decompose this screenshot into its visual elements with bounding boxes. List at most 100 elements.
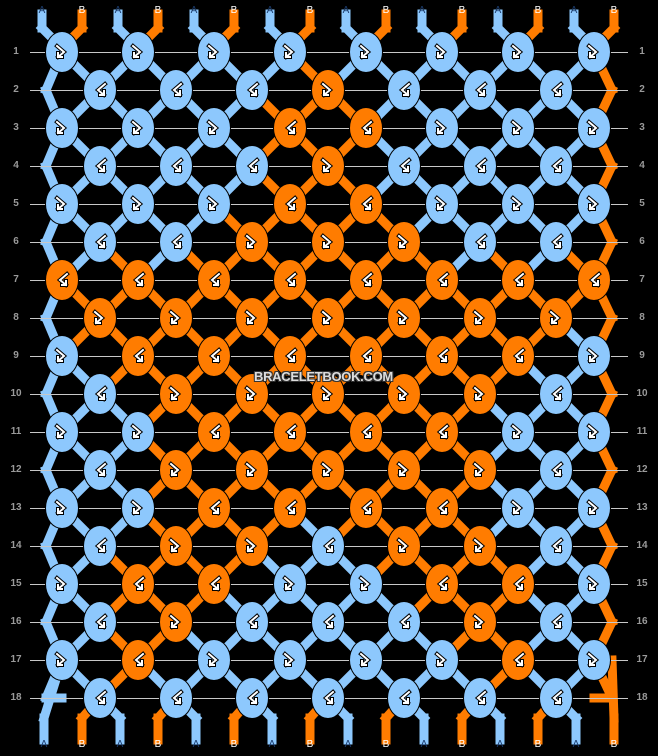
knot[interactable]	[273, 563, 307, 605]
knot[interactable]	[463, 145, 497, 187]
knot[interactable]	[45, 183, 79, 225]
knot[interactable]	[159, 373, 193, 415]
knot[interactable]	[235, 601, 269, 643]
knot[interactable]	[539, 677, 573, 719]
knot[interactable]	[501, 411, 535, 453]
knot[interactable]	[463, 601, 497, 643]
knot[interactable]	[83, 297, 117, 339]
knot[interactable]	[387, 221, 421, 263]
knot[interactable]	[273, 259, 307, 301]
knot[interactable]	[45, 259, 79, 301]
knot[interactable]	[501, 259, 535, 301]
knot[interactable]	[387, 373, 421, 415]
knot[interactable]	[349, 411, 383, 453]
knot[interactable]	[577, 639, 611, 681]
knot[interactable]	[45, 107, 79, 149]
knot[interactable]	[45, 563, 79, 605]
knot[interactable]	[273, 487, 307, 529]
knot[interactable]	[311, 677, 345, 719]
knot[interactable]	[463, 373, 497, 415]
knot[interactable]	[539, 525, 573, 567]
knot[interactable]	[121, 259, 155, 301]
knot[interactable]	[539, 221, 573, 263]
knot[interactable]	[539, 69, 573, 111]
knot[interactable]	[159, 677, 193, 719]
knot[interactable]	[387, 449, 421, 491]
knot[interactable]	[311, 601, 345, 643]
knot[interactable]	[501, 563, 535, 605]
knot[interactable]	[235, 373, 269, 415]
knot[interactable]	[197, 107, 231, 149]
knot[interactable]	[425, 259, 459, 301]
knot[interactable]	[197, 259, 231, 301]
knot[interactable]	[539, 601, 573, 643]
knot[interactable]	[45, 639, 79, 681]
knot[interactable]	[121, 639, 155, 681]
knot[interactable]	[387, 601, 421, 643]
knot[interactable]	[463, 449, 497, 491]
knot[interactable]	[463, 677, 497, 719]
knot[interactable]	[159, 525, 193, 567]
knot[interactable]	[121, 107, 155, 149]
knot[interactable]	[425, 411, 459, 453]
knot[interactable]	[577, 487, 611, 529]
knot[interactable]	[273, 183, 307, 225]
knot[interactable]	[539, 373, 573, 415]
knot[interactable]	[235, 145, 269, 187]
knot[interactable]	[159, 297, 193, 339]
knot[interactable]	[197, 563, 231, 605]
knot[interactable]	[577, 259, 611, 301]
knot[interactable]	[349, 107, 383, 149]
knot[interactable]	[349, 487, 383, 529]
knot[interactable]	[159, 601, 193, 643]
knot[interactable]	[577, 31, 611, 73]
knot[interactable]	[577, 183, 611, 225]
knot[interactable]	[83, 601, 117, 643]
knot[interactable]	[159, 145, 193, 187]
knot[interactable]	[311, 297, 345, 339]
knot[interactable]	[463, 221, 497, 263]
knot[interactable]	[501, 639, 535, 681]
knot[interactable]	[539, 145, 573, 187]
knot[interactable]	[501, 335, 535, 377]
knot[interactable]	[463, 525, 497, 567]
knot[interactable]	[273, 31, 307, 73]
knot[interactable]	[311, 221, 345, 263]
knot[interactable]	[121, 487, 155, 529]
knot[interactable]	[45, 31, 79, 73]
knot[interactable]	[425, 183, 459, 225]
knot[interactable]	[159, 69, 193, 111]
knot[interactable]	[235, 221, 269, 263]
knot[interactable]	[121, 31, 155, 73]
knot[interactable]	[311, 145, 345, 187]
knot[interactable]	[577, 335, 611, 377]
knot[interactable]	[197, 639, 231, 681]
knot[interactable]	[273, 107, 307, 149]
knot[interactable]	[83, 525, 117, 567]
knot[interactable]	[425, 639, 459, 681]
knot[interactable]	[121, 563, 155, 605]
knot[interactable]	[83, 677, 117, 719]
knot[interactable]	[121, 411, 155, 453]
knot[interactable]	[121, 335, 155, 377]
knot[interactable]	[83, 449, 117, 491]
knot[interactable]	[349, 183, 383, 225]
knot[interactable]	[121, 183, 155, 225]
knot[interactable]	[501, 183, 535, 225]
knot[interactable]	[501, 107, 535, 149]
knot[interactable]	[349, 259, 383, 301]
knot[interactable]	[159, 221, 193, 263]
knot[interactable]	[349, 335, 383, 377]
knot[interactable]	[197, 183, 231, 225]
knot[interactable]	[235, 297, 269, 339]
knot[interactable]	[235, 525, 269, 567]
knot[interactable]	[425, 487, 459, 529]
knot[interactable]	[197, 487, 231, 529]
knot[interactable]	[235, 69, 269, 111]
knot[interactable]	[83, 373, 117, 415]
knot[interactable]	[577, 107, 611, 149]
knot[interactable]	[197, 411, 231, 453]
knot[interactable]	[311, 373, 345, 415]
knot[interactable]	[387, 525, 421, 567]
knot[interactable]	[311, 449, 345, 491]
